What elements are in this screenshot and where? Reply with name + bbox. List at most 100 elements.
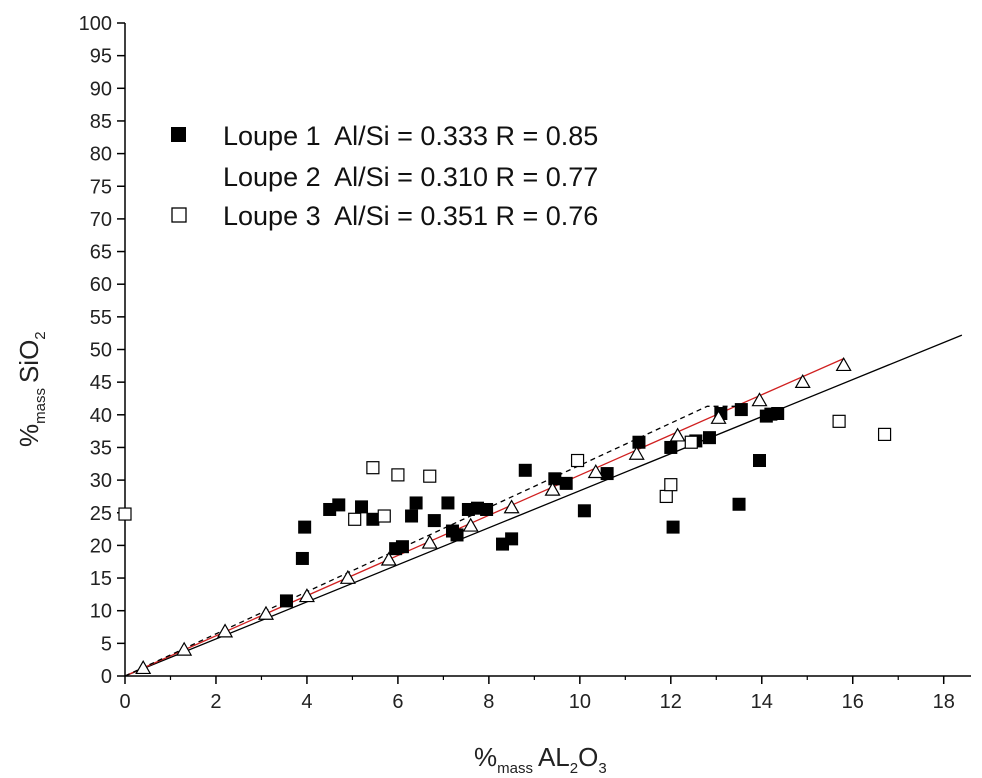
data-point <box>366 461 380 475</box>
data-point <box>666 520 680 534</box>
fit-line <box>124 334 963 677</box>
data-point <box>664 440 678 454</box>
data-point <box>659 489 673 504</box>
y-tick-label: 60 <box>90 274 112 296</box>
y-tick-label: 15 <box>90 568 112 590</box>
legend-marker-loupe-3 <box>171 207 187 223</box>
data-point <box>298 520 312 534</box>
series-3 <box>118 414 892 526</box>
data-point <box>559 476 573 490</box>
data-point <box>600 467 614 481</box>
y-tick-label: 65 <box>90 242 112 264</box>
y-tick-label: 100 <box>79 13 112 35</box>
x-tick-label: 10 <box>569 691 591 713</box>
y-tick-label: 95 <box>90 46 112 68</box>
data-point <box>587 464 604 479</box>
legend-label-loupe-1: Loupe 1 Al/Si = 0.333 R = 0.85 <box>223 121 598 151</box>
data-point <box>257 605 275 620</box>
data-point <box>298 588 315 603</box>
x-tick-label: 0 <box>119 691 130 713</box>
x-axis-ticks: 0 2 4 6 8 10 12 14 16 18 <box>119 676 955 713</box>
data-point <box>391 468 405 482</box>
data-point <box>771 406 785 420</box>
legend-marker-loupe-1 <box>171 127 186 142</box>
y-tick-label: 20 <box>90 535 112 557</box>
y-tick-label: 35 <box>90 437 112 459</box>
y-tick-label: 0 <box>101 666 112 688</box>
data-point <box>505 532 519 546</box>
data-point <box>577 504 591 518</box>
data-point <box>570 453 585 468</box>
data-point <box>217 623 234 638</box>
y-tick-label: 80 <box>90 144 112 166</box>
data-point <box>427 514 441 528</box>
y-tick-label: 40 <box>90 405 112 427</box>
data-point <box>664 478 678 492</box>
data-point <box>332 498 346 512</box>
data-point <box>348 512 362 526</box>
x-tick-label: 4 <box>301 691 312 713</box>
data-point <box>355 500 369 514</box>
data-point <box>423 469 437 483</box>
y-tick-label: 25 <box>90 503 112 525</box>
y-tick-label: 90 <box>90 78 112 100</box>
data-point <box>503 499 520 514</box>
data-point <box>405 509 419 523</box>
data-point <box>295 551 309 565</box>
data-point <box>462 517 479 532</box>
data-point <box>751 392 768 407</box>
y-tick-label: 75 <box>90 176 112 198</box>
data-point <box>684 435 698 449</box>
legend-label-loupe-2: Loupe 2 Al/Si = 0.310 R = 0.77 <box>223 162 598 192</box>
data-points <box>118 356 892 675</box>
y-tick-label: 10 <box>90 601 112 623</box>
data-point <box>548 472 562 486</box>
data-point <box>339 569 356 584</box>
data-point <box>480 502 494 516</box>
data-point <box>176 641 193 656</box>
x-tick-label: 18 <box>933 691 955 713</box>
fit-line <box>124 405 744 677</box>
legend: Loupe 1 Al/Si = 0.333 R = 0.85 Loupe 2 A… <box>171 121 598 231</box>
y-tick-label: 55 <box>90 307 112 329</box>
data-point <box>794 373 811 388</box>
y-tick-label: 5 <box>101 633 112 655</box>
data-point <box>366 512 380 526</box>
data-point <box>518 463 532 477</box>
data-point <box>377 509 391 523</box>
x-tick-label: 2 <box>210 691 221 713</box>
y-tick-label: 30 <box>90 470 112 492</box>
data-point <box>544 481 561 496</box>
fit-lines <box>124 334 963 677</box>
series-1 <box>279 403 785 608</box>
y-tick-label: 45 <box>90 372 112 394</box>
x-tick-label: 16 <box>842 691 864 713</box>
data-point <box>118 507 132 521</box>
series-2 <box>135 356 852 675</box>
data-point <box>421 534 438 549</box>
x-tick-label: 12 <box>660 691 682 713</box>
data-point <box>732 497 746 511</box>
y-axis-title: %massSiO2 <box>14 331 49 447</box>
data-point <box>395 540 409 554</box>
x-tick-label: 14 <box>751 691 773 713</box>
data-point <box>628 445 645 460</box>
y-tick-label: 50 <box>90 340 112 362</box>
data-point <box>734 403 748 417</box>
data-point <box>380 551 397 566</box>
data-point <box>753 454 766 468</box>
x-tick-label: 6 <box>392 691 403 713</box>
x-tick-label: 8 <box>483 691 494 713</box>
data-point <box>877 427 892 441</box>
data-point <box>632 435 646 449</box>
data-point <box>835 356 852 372</box>
data-point <box>710 409 727 424</box>
x-axis-title: %mass AL2O3 <box>474 742 607 777</box>
data-point <box>669 427 686 442</box>
data-point <box>702 431 716 445</box>
data-point <box>279 594 293 608</box>
data-point <box>832 414 846 428</box>
data-point <box>441 496 455 510</box>
y-tick-label: 85 <box>90 111 112 133</box>
